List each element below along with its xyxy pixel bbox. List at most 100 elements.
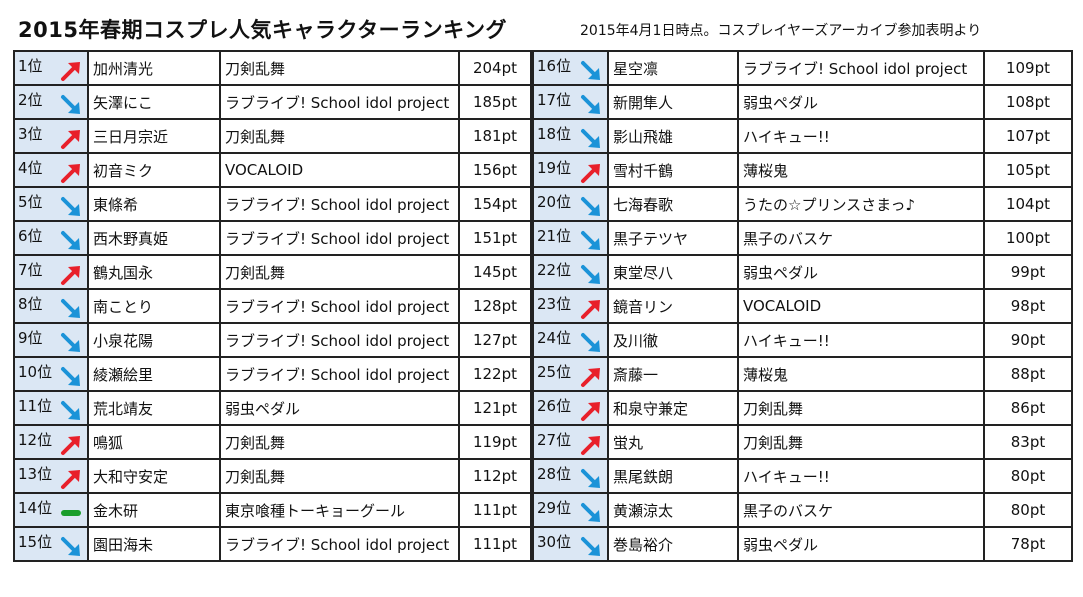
rank-label: 27位 [537, 430, 572, 449]
table-row: 5位 東條希 ラブライブ! School idol project 154pt [13, 186, 532, 222]
down-arrow-icon [581, 94, 600, 114]
rank-label: 14位 [18, 498, 53, 517]
series-title: 薄桜鬼 [737, 152, 985, 188]
points-value: 145pt [458, 254, 532, 290]
rank-label: 30位 [537, 532, 572, 551]
up-arrow-icon [61, 129, 80, 149]
series-title: 弱虫ペダル [737, 254, 985, 290]
rank-cell: 28位 [532, 458, 609, 494]
series-title: ラブライブ! School idol project [219, 84, 460, 120]
table-row: 26位 和泉守兼定 刀剣乱舞 86pt [532, 390, 1073, 426]
table-row: 29位 黄瀬涼太 黒子のバスケ 80pt [532, 492, 1073, 528]
page-subtitle: 2015年4月1日時点。コスプレイヤーズアーカイブ参加表明より [580, 23, 982, 39]
points-value: 98pt [983, 288, 1073, 324]
table-row: 10位 綾瀬絵里 ラブライブ! School idol project 122pt [13, 356, 532, 392]
character-name: 鳴狐 [87, 424, 221, 460]
series-title: 刀剣乱舞 [219, 254, 460, 290]
down-arrow-icon [581, 264, 600, 284]
up-arrow-icon [581, 435, 600, 455]
points-value: 99pt [983, 254, 1073, 290]
up-arrow-icon [61, 435, 80, 455]
rank-cell: 3位 [13, 118, 89, 154]
rank-label: 12位 [18, 430, 53, 449]
table-row: 18位 影山飛雄 ハイキュー!! 107pt [532, 118, 1073, 154]
points-value: 80pt [983, 492, 1073, 528]
down-arrow-icon [61, 94, 80, 114]
down-arrow-icon [61, 366, 80, 386]
character-name: 星空凛 [607, 50, 739, 86]
rank-cell: 12位 [13, 424, 89, 460]
points-value: 107pt [983, 118, 1073, 154]
rank-label: 24位 [537, 328, 572, 347]
points-value: 86pt [983, 390, 1073, 426]
points-value: 151pt [458, 220, 532, 256]
rank-cell: 14位 [13, 492, 89, 528]
character-name: 園田海未 [87, 526, 221, 562]
down-arrow-icon [581, 128, 600, 148]
rank-label: 18位 [537, 124, 572, 143]
up-arrow-icon [581, 299, 600, 319]
table-row: 6位 西木野真姫 ラブライブ! School idol project 151pt [13, 220, 532, 256]
character-name: 加州清光 [87, 50, 221, 86]
table-row: 4位 初音ミク VOCALOID 156pt [13, 152, 532, 188]
points-value: 181pt [458, 118, 532, 154]
rank-label: 16位 [537, 56, 572, 75]
points-value: 90pt [983, 322, 1073, 358]
character-name: 新開隼人 [607, 84, 739, 120]
rank-label: 29位 [537, 498, 572, 517]
rank-label: 10位 [18, 362, 53, 381]
rank-cell: 29位 [532, 492, 609, 528]
points-value: 104pt [983, 186, 1073, 222]
table-row: 12位 鳴狐 刀剣乱舞 119pt [13, 424, 532, 460]
character-name: 鏡音リン [607, 288, 739, 324]
down-arrow-icon [581, 536, 600, 556]
table-row: 19位 雪村千鶴 薄桜鬼 105pt [532, 152, 1073, 188]
rank-cell: 6位 [13, 220, 89, 256]
character-name: 七海春歌 [607, 186, 739, 222]
character-name: 東條希 [87, 186, 221, 222]
series-title: ハイキュー!! [737, 118, 985, 154]
down-arrow-icon [61, 332, 80, 352]
down-arrow-icon [581, 60, 600, 80]
points-value: 111pt [458, 492, 532, 528]
up-arrow-icon [61, 469, 80, 489]
rank-cell: 1位 [13, 50, 89, 86]
down-arrow-icon [581, 332, 600, 352]
rank-label: 21位 [537, 226, 572, 245]
character-name: 巻島裕介 [607, 526, 739, 562]
series-title: ラブライブ! School idol project [219, 288, 460, 324]
up-arrow-icon [581, 401, 600, 421]
series-title: 弱虫ペダル [737, 84, 985, 120]
table-row: 28位 黒尾鉄朗 ハイキュー!! 80pt [532, 458, 1073, 494]
rank-cell: 25位 [532, 356, 609, 392]
rank-cell: 9位 [13, 322, 89, 358]
table-row: 30位 巻島裕介 弱虫ペダル 78pt [532, 526, 1073, 562]
points-value: 112pt [458, 458, 532, 494]
rank-label: 1位 [18, 56, 43, 75]
points-value: 100pt [983, 220, 1073, 256]
rank-cell: 21位 [532, 220, 609, 256]
rank-cell: 8位 [13, 288, 89, 324]
table-row: 2位 矢澤にこ ラブライブ! School idol project 185pt [13, 84, 532, 120]
rank-cell: 15位 [13, 526, 89, 562]
rank-label: 9位 [18, 328, 43, 347]
rank-cell: 27位 [532, 424, 609, 460]
character-name: 矢澤にこ [87, 84, 221, 120]
series-title: 黒子のバスケ [737, 220, 985, 256]
series-title: 黒子のバスケ [737, 492, 985, 528]
table-row: 8位 南ことり ラブライブ! School idol project 128pt [13, 288, 532, 324]
rank-cell: 19位 [532, 152, 609, 188]
table-row: 1位 加州清光 刀剣乱舞 204pt [13, 50, 532, 86]
points-value: 121pt [458, 390, 532, 426]
table-row: 25位 斎藤一 薄桜鬼 88pt [532, 356, 1073, 392]
points-value: 109pt [983, 50, 1073, 86]
points-value: 83pt [983, 424, 1073, 460]
table-row: 7位 鶴丸国永 刀剣乱舞 145pt [13, 254, 532, 290]
rank-label: 2位 [18, 90, 43, 109]
table-row: 23位 鏡音リン VOCALOID 98pt [532, 288, 1073, 324]
points-value: 128pt [458, 288, 532, 324]
series-title: 刀剣乱舞 [219, 118, 460, 154]
rank-cell: 5位 [13, 186, 89, 222]
table-row: 24位 及川徹 ハイキュー!! 90pt [532, 322, 1073, 358]
character-name: 雪村千鶴 [607, 152, 739, 188]
